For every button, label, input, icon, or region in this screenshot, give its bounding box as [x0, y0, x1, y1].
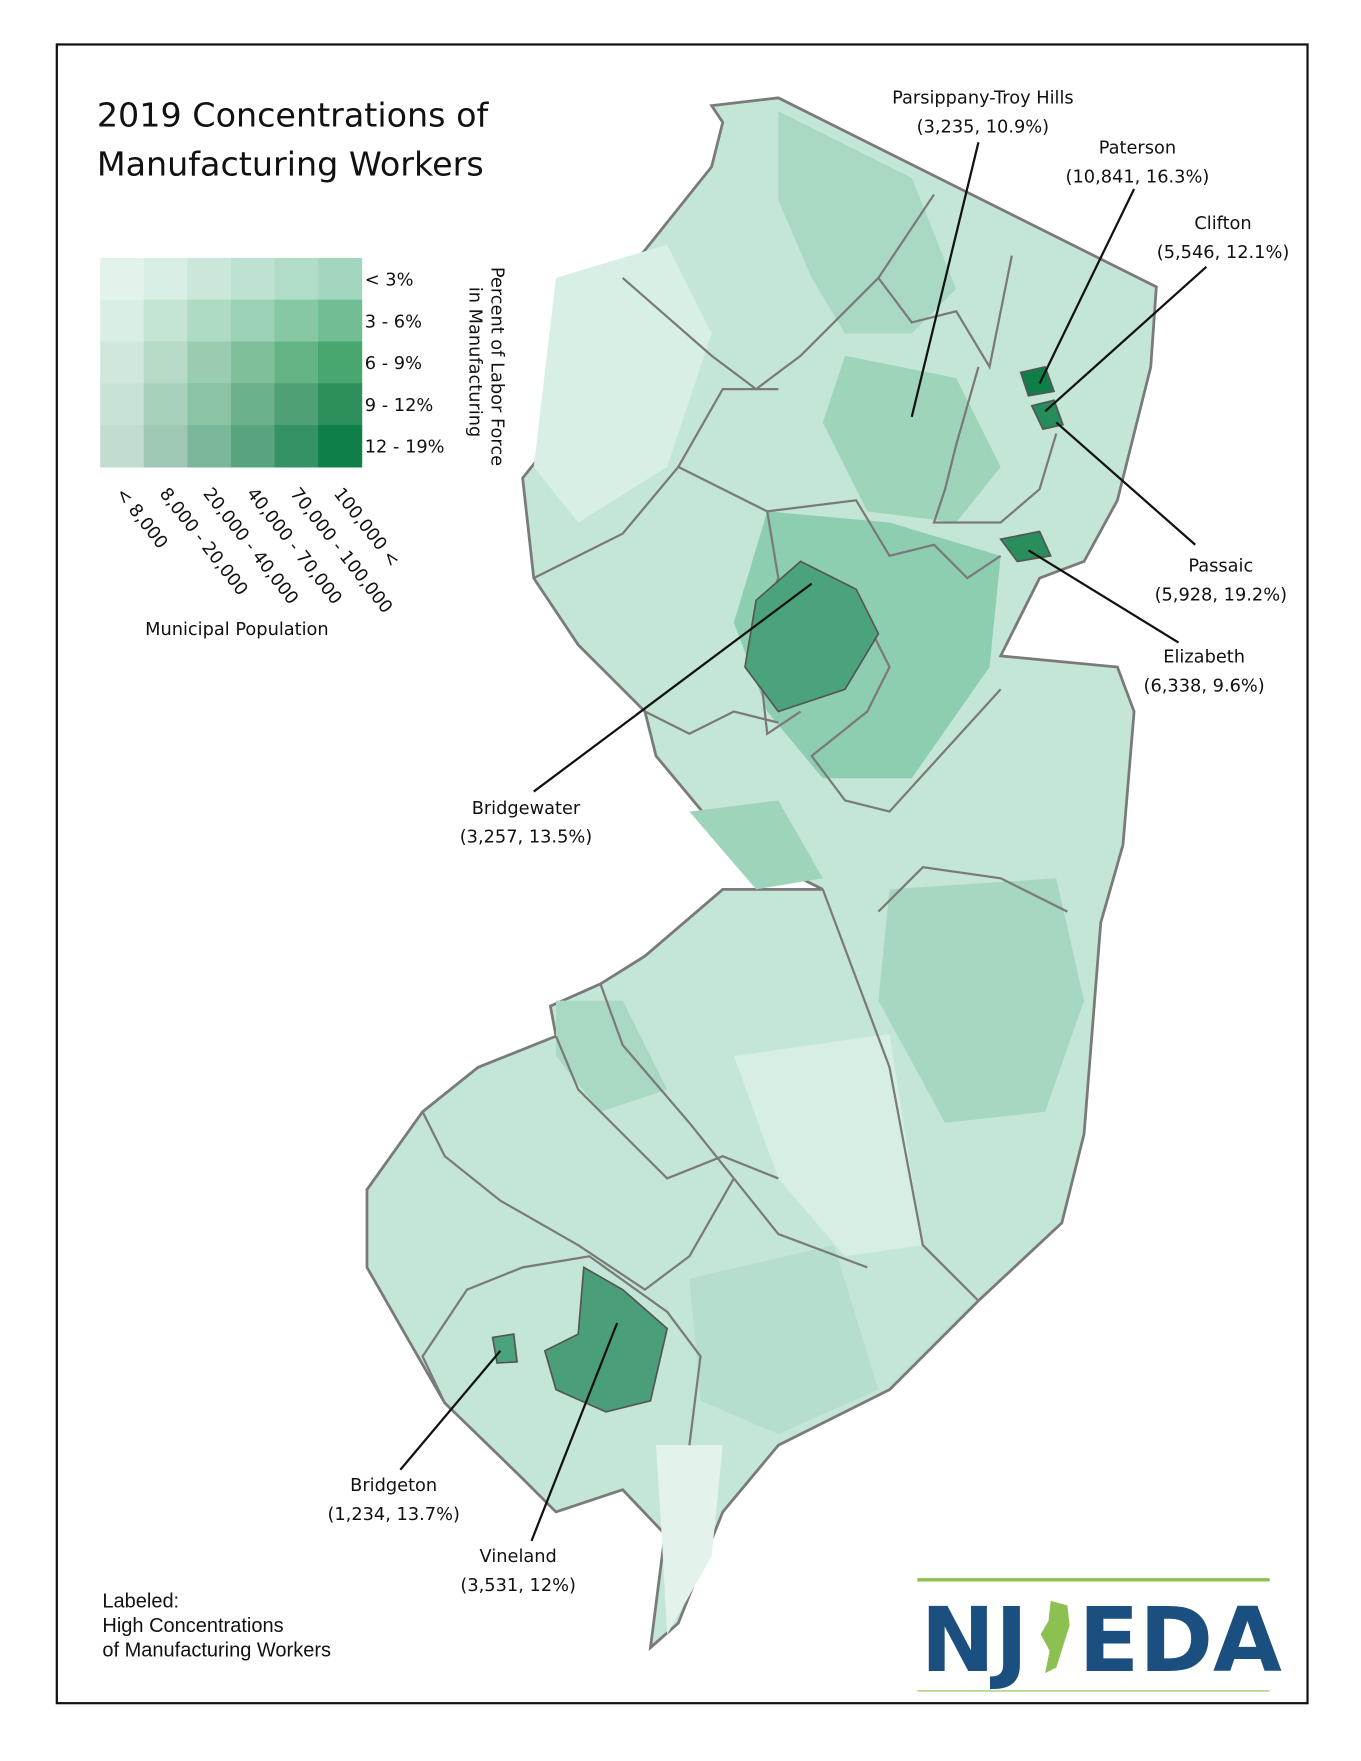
legend-swatch [187, 341, 232, 384]
callout-leader [1044, 265, 1208, 413]
legend-swatch [187, 257, 232, 301]
legend-swatch [100, 425, 145, 468]
legend-swatch [143, 341, 188, 384]
legend-row-label: 6 - 9% [365, 353, 422, 374]
legend-column-title: Municipal Population [145, 619, 329, 640]
legend-row-label: < 3% [365, 269, 414, 290]
callout-detail: (5,546, 12.1%) [1157, 242, 1289, 263]
legend-swatch [274, 383, 319, 426]
legend-swatch [318, 299, 363, 343]
legend-swatch [100, 299, 145, 343]
callout-detail: (3,235, 10.9%) [917, 116, 1049, 137]
callout-detail: (3,531, 12%) [460, 1575, 576, 1596]
callout-detail: (5,928, 19.2%) [1155, 584, 1287, 605]
legend-swatch [318, 341, 363, 384]
callout-detail: (3,257, 13.5%) [460, 827, 592, 848]
legend-swatch [274, 341, 319, 384]
legend-swatch [274, 425, 319, 468]
callout-detail: (10,841, 16.3%) [1066, 166, 1210, 187]
callout-leader [1027, 549, 1180, 644]
footnote-line: Labeled: [102, 1591, 179, 1613]
callouts: Parsippany-Troy Hills (3,235, 10.9%) Pater… [327, 87, 1289, 1596]
callout-name: Passaic [1188, 555, 1253, 576]
legend-swatch [187, 383, 232, 426]
legend-row-label: 3 - 6% [365, 311, 422, 332]
legend-swatch [318, 383, 363, 426]
callout-leader [1038, 188, 1136, 385]
callout-leader [533, 582, 813, 793]
title-line: 2019 Concentrations of [97, 96, 490, 135]
callout-name: Elizabeth [1163, 647, 1245, 668]
callout-leader [530, 1322, 619, 1542]
legend-swatch [230, 383, 276, 426]
callout-name: Parsippany-Troy Hills [892, 87, 1074, 108]
legend-side-title-line: Percent of Labor Force [487, 267, 508, 466]
logo-text: EDA [1079, 1588, 1283, 1692]
highlighted-municipalities [491, 365, 1065, 1413]
logo: NJ EDA [917, 1578, 1283, 1692]
title-line: Manufacturing Workers [97, 145, 484, 184]
legend-swatch [143, 257, 188, 301]
legend-swatch [274, 299, 319, 343]
legend-swatch [230, 341, 276, 384]
legend: < 3%3 - 6%6 - 9%9 - 12%12 - 19%< 8,0008,… [100, 257, 445, 618]
callout-name: Clifton [1194, 213, 1251, 234]
callout-name: Bridgeton [350, 1475, 437, 1496]
legend-row-label: 12 - 19% [365, 437, 445, 458]
legend-row-label: 9 - 12% [365, 395, 434, 416]
callout-detail: (6,338, 9.6%) [1144, 676, 1265, 697]
legend-swatch [318, 257, 363, 301]
footnote-line: of Manufacturing Workers [102, 1639, 331, 1661]
callout-leader [910, 142, 980, 418]
legend-swatch [100, 383, 145, 426]
legend-swatch [230, 257, 276, 301]
legend-swatch [230, 299, 276, 343]
legend-side-title-line: in Manufacturing [464, 287, 485, 438]
logo-text: NJ [921, 1588, 1029, 1692]
legend-swatch [187, 299, 232, 343]
legend-swatch [187, 425, 232, 468]
callout-name: Paterson [1099, 137, 1176, 158]
callout-leader [399, 1350, 502, 1471]
callout-name: Bridgewater [472, 798, 581, 819]
callout-detail: (1,234, 13.7%) [327, 1504, 459, 1525]
legend-swatch [143, 425, 188, 468]
callout-leader [1055, 421, 1196, 546]
legend-swatch [318, 425, 363, 468]
footnote-line: High Concentrations [102, 1615, 283, 1637]
legend-swatch [143, 383, 188, 426]
callout-name: Vineland [480, 1546, 557, 1567]
legend-swatch [100, 257, 145, 301]
legend-swatch [230, 425, 276, 468]
legend-swatch [100, 341, 145, 384]
legend-swatch [143, 299, 188, 343]
legend-side-title: Percent of Labor Force in Manufacturing [464, 267, 507, 466]
logo-state-icon [1040, 1600, 1070, 1674]
legend-swatch [274, 257, 319, 301]
